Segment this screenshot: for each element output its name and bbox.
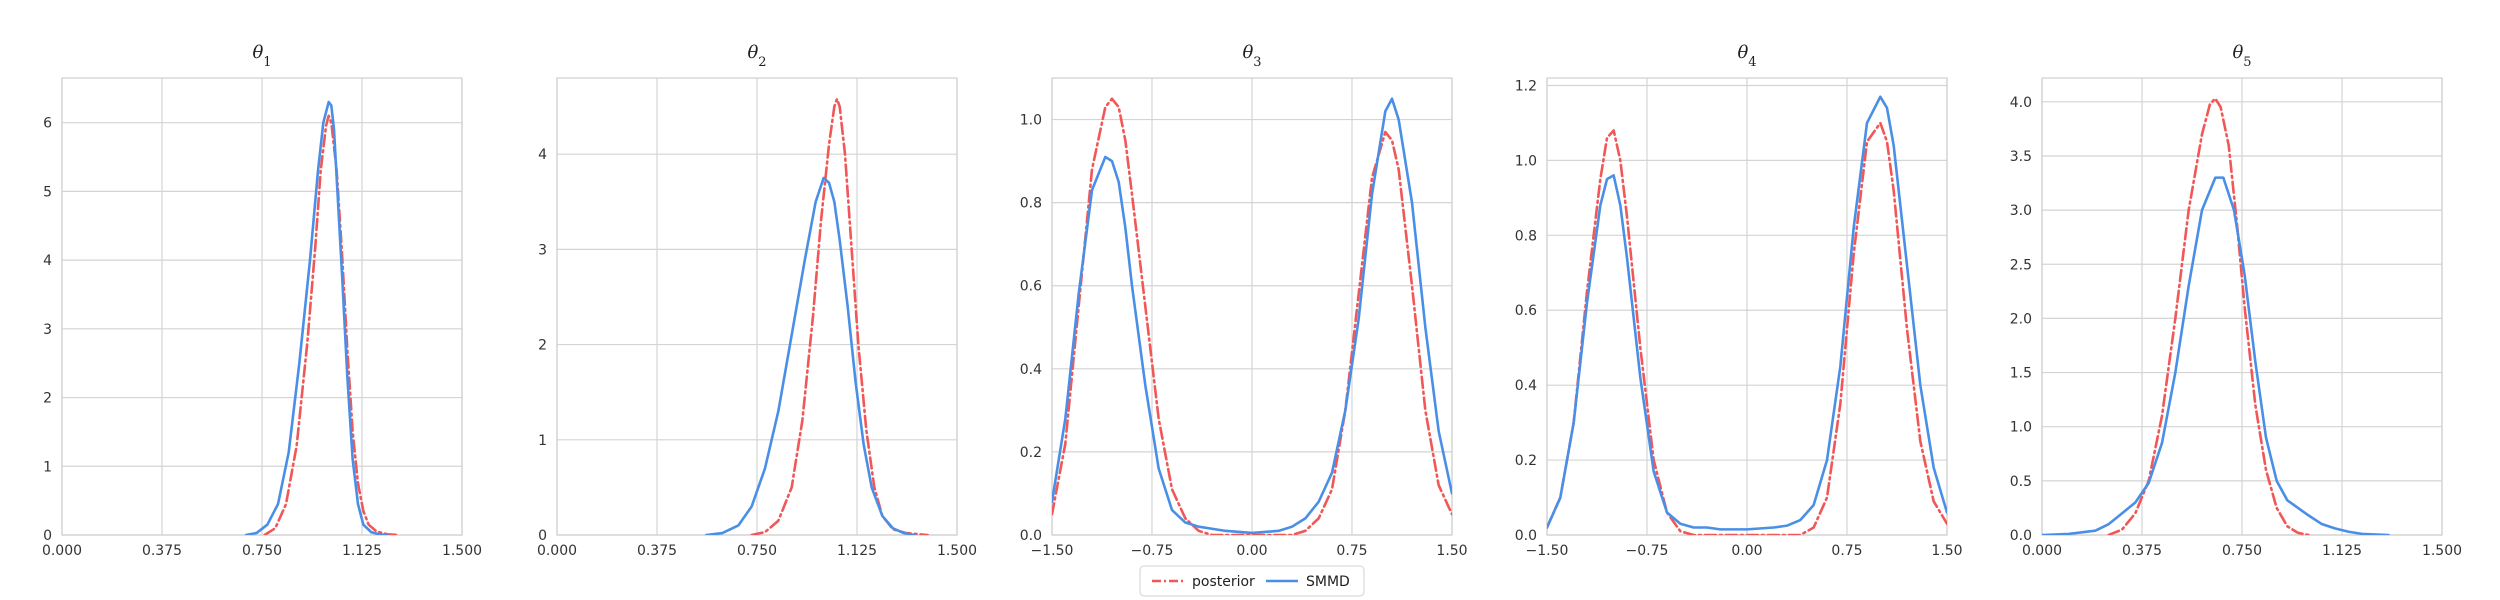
y-tick-label: 0.0 bbox=[1020, 528, 1042, 544]
x-tick-label: 0.750 bbox=[242, 543, 282, 559]
x-tick-label: 0.00 bbox=[1236, 543, 1267, 559]
y-tick-label: 4.0 bbox=[2010, 95, 2032, 111]
x-tick-label: 0.750 bbox=[2222, 543, 2262, 559]
panel-3: −1.50 −0.75 0.00 0.75 1.50 0.0 0.2 0.4 0.6 0.8 1.0… bbox=[1020, 42, 1468, 559]
y-tick-label: 2.0 bbox=[2010, 311, 2032, 327]
y-tick-label: 1.2 bbox=[1515, 78, 1537, 94]
x-tick-label: 1.500 bbox=[2422, 543, 2462, 559]
y-tick-label: 0.5 bbox=[2010, 474, 2032, 490]
y-tick-label: 3 bbox=[538, 242, 547, 258]
y-tick-label: 0.6 bbox=[1515, 303, 1537, 319]
x-tick-label: −0.75 bbox=[1626, 543, 1669, 559]
y-tick-label: 0.8 bbox=[1020, 196, 1042, 212]
panel-title: θ4 bbox=[1737, 42, 1756, 70]
y-tick-label: 6 bbox=[43, 116, 52, 132]
axes-frame bbox=[2041, 77, 2443, 536]
series-line-smmd bbox=[705, 176, 916, 535]
legend-label-posterior: posterior bbox=[1192, 574, 1255, 590]
series-line-smmd bbox=[1052, 97, 1452, 535]
y-tick-label: 2.5 bbox=[2010, 257, 2032, 273]
legend-box bbox=[1139, 565, 1365, 597]
y-tick-label: 1 bbox=[43, 459, 52, 475]
y-tick-label: 0 bbox=[43, 528, 52, 544]
x-tick-label: 1.125 bbox=[2322, 543, 2362, 559]
y-tick-label: 1.0 bbox=[1515, 153, 1537, 169]
y-tick-label: 0.4 bbox=[1515, 378, 1537, 394]
y-tick-label: 1.5 bbox=[2010, 366, 2032, 382]
x-tick-label: −1.50 bbox=[1526, 543, 1569, 559]
y-tick-label: 0.2 bbox=[1020, 445, 1042, 461]
y-tick-label: 0.2 bbox=[1515, 453, 1537, 469]
x-tick-label: −0.75 bbox=[1131, 543, 1174, 559]
x-tick-label: 0.375 bbox=[142, 543, 182, 559]
x-tick-label: 0.75 bbox=[1336, 543, 1367, 559]
panel-5: 0.000 0.375 0.750 1.125 1.500 0.0 0.5 1.0 1.5 2.0… bbox=[2010, 42, 2462, 559]
x-tick-label: −1.50 bbox=[1031, 543, 1074, 559]
y-tick-label: 0.4 bbox=[1020, 362, 1042, 378]
x-tick-label: 0.000 bbox=[42, 543, 82, 559]
y-tick-label: 1.0 bbox=[1020, 113, 1042, 129]
y-tick-label: 3.5 bbox=[2010, 149, 2032, 165]
y-tick-label: 3 bbox=[43, 322, 52, 338]
x-tick-label: 1.125 bbox=[342, 543, 382, 559]
y-tick-label: 0.8 bbox=[1515, 228, 1537, 244]
x-tick-label: 1.500 bbox=[442, 543, 482, 559]
x-tick-label: 0.375 bbox=[637, 543, 677, 559]
series-line-smmd bbox=[1547, 95, 1947, 531]
x-tick-label: 0.75 bbox=[1831, 543, 1862, 559]
series-line-posterior bbox=[1052, 97, 1452, 535]
axes-frame bbox=[61, 77, 463, 536]
y-tick-label: 1.0 bbox=[2010, 420, 2032, 436]
series-line-smmd bbox=[244, 100, 389, 535]
y-tick-label: 2 bbox=[538, 338, 547, 354]
x-tick-label: 1.50 bbox=[1436, 543, 1467, 559]
legend-label-smmd: SMMD bbox=[1306, 574, 1350, 590]
series-line-posterior bbox=[1547, 121, 1947, 535]
series-line-posterior bbox=[2107, 97, 2310, 535]
y-tick-label: 4 bbox=[43, 253, 52, 269]
y-tick-label: 2 bbox=[43, 391, 52, 407]
x-tick-label: 0.750 bbox=[737, 543, 777, 559]
legend: posterior SMMD bbox=[1139, 565, 1365, 597]
x-tick-label: 0.000 bbox=[537, 543, 577, 559]
panel-4: −1.50 −0.75 0.00 0.75 1.50 0.0 0.2 0.4 0.6 0.8 1.0… bbox=[1515, 42, 1963, 559]
y-tick-label: 0.0 bbox=[2010, 528, 2032, 544]
x-tick-label: 1.125 bbox=[837, 543, 877, 559]
x-tick-label: 1.500 bbox=[937, 543, 977, 559]
x-tick-label: 0.375 bbox=[2122, 543, 2162, 559]
panel-title: θ2 bbox=[747, 42, 766, 70]
panel-1: 0.000 0.375 0.750 1.125 1.500 0 1 2 3 4 5 6 θ1 bbox=[42, 42, 482, 559]
y-tick-label: 4 bbox=[538, 147, 547, 163]
panel-title: θ1 bbox=[252, 42, 271, 70]
panel-title: θ3 bbox=[1242, 42, 1261, 70]
panel-title: θ5 bbox=[2232, 42, 2251, 70]
x-tick-label: 0.000 bbox=[2022, 543, 2062, 559]
series-line-posterior bbox=[750, 97, 929, 535]
y-tick-label: 3.0 bbox=[2010, 203, 2032, 219]
y-tick-label: 0 bbox=[538, 528, 547, 544]
x-tick-label: 0.00 bbox=[1731, 543, 1762, 559]
y-tick-label: 0.0 bbox=[1515, 528, 1537, 544]
y-tick-label: 0.6 bbox=[1020, 279, 1042, 295]
panel-2: 0.000 0.375 0.750 1.125 1.500 0 1 2 3 4 θ2 bbox=[537, 42, 977, 559]
y-tick-label: 5 bbox=[43, 184, 52, 200]
y-tick-label: 1 bbox=[538, 433, 547, 449]
series-line-smmd bbox=[2042, 176, 2390, 535]
x-tick-label: 1.50 bbox=[1931, 543, 1962, 559]
